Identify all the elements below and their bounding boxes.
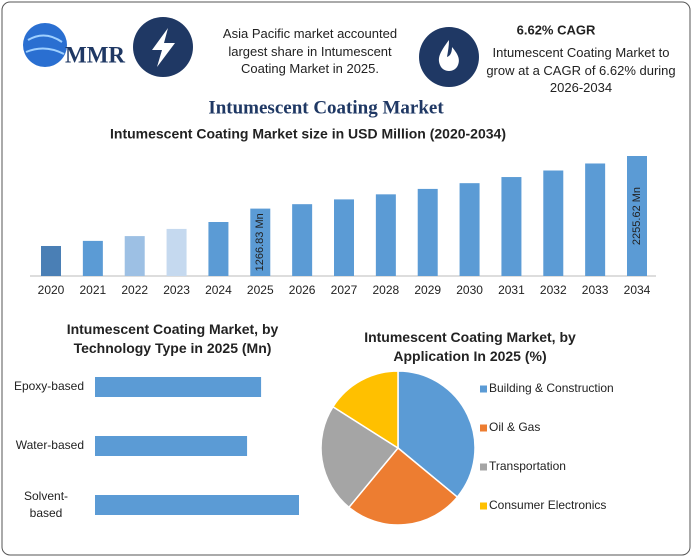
x-tick-label: 2030 — [456, 283, 483, 297]
x-tick-label: 2032 — [540, 283, 567, 297]
bar — [417, 188, 438, 276]
lightning-icon — [152, 28, 175, 67]
y-tick-label: Solvent-based — [24, 489, 69, 520]
x-tick-label: 2034 — [624, 283, 651, 297]
legend-label: Transportation — [489, 459, 566, 473]
value-label: 2255.62 Mn — [631, 187, 643, 245]
bar — [95, 436, 248, 456]
bar — [95, 495, 299, 515]
bar — [82, 240, 103, 276]
bar — [627, 156, 647, 276]
value-label: 1266.83 Mn — [254, 213, 266, 271]
bar — [334, 199, 354, 276]
cagr-title: 6.62% CAGR — [517, 22, 596, 37]
bar — [41, 245, 61, 276]
x-tick-label: 2027 — [331, 283, 358, 297]
x-tick-label: 2025 — [247, 283, 274, 297]
bar — [208, 222, 229, 276]
x-tick-label: 2026 — [289, 283, 316, 297]
bar — [166, 228, 187, 276]
chart-title: Intumescent Coating Market, by Applicati… — [364, 329, 576, 364]
chart-title: Intumescent Coating Market — [208, 97, 444, 118]
bar — [375, 194, 396, 276]
bar — [543, 170, 564, 276]
legend-swatch — [480, 502, 487, 510]
x-tick-label: 2020 — [38, 283, 65, 297]
logo-text: MMR — [65, 42, 125, 67]
logo-globe — [23, 23, 67, 67]
flame-icon — [438, 40, 459, 71]
x-tick-label: 2021 — [80, 283, 107, 297]
x-tick-label: 2022 — [121, 283, 148, 297]
logo-globe-lines — [25, 34, 65, 55]
cagr-text: Intumescent Coating Market to grow at a … — [486, 45, 676, 96]
legend-swatch — [480, 463, 487, 471]
pie-slice — [331, 370, 399, 450]
pie-slice — [347, 446, 459, 526]
bar — [95, 377, 262, 397]
y-tick-label: Water-based — [15, 438, 84, 452]
x-tick-label: 2024 — [205, 283, 232, 297]
bar — [292, 204, 313, 276]
chart-subtitle: Intumescent Coating Market size in USD M… — [110, 126, 506, 142]
x-tick-label: 2033 — [582, 283, 609, 297]
chart-title: Intumescent Coating Market, by Technolog… — [66, 321, 279, 356]
note-text: Asia Pacific market accounted largest sh… — [222, 26, 398, 77]
legend-label: Building & Construction — [489, 381, 614, 395]
bar — [585, 163, 606, 276]
bar — [501, 177, 522, 276]
y-tick-label: Epoxy-based — [13, 379, 84, 393]
x-tick-label: 2029 — [414, 283, 441, 297]
legend-label: Oil & Gas — [489, 420, 540, 434]
x-tick-label: 2028 — [373, 283, 400, 297]
pie-slice — [320, 405, 400, 509]
bar — [250, 208, 271, 276]
pie-slice — [397, 370, 476, 499]
legend-swatch — [480, 385, 487, 393]
x-tick-label: 2023 — [163, 283, 190, 297]
bar — [459, 183, 480, 276]
legend-label: Consumer Electronics — [489, 498, 606, 512]
bar — [124, 236, 145, 276]
x-tick-label: 2031 — [498, 283, 525, 297]
legend-swatch — [480, 424, 487, 432]
